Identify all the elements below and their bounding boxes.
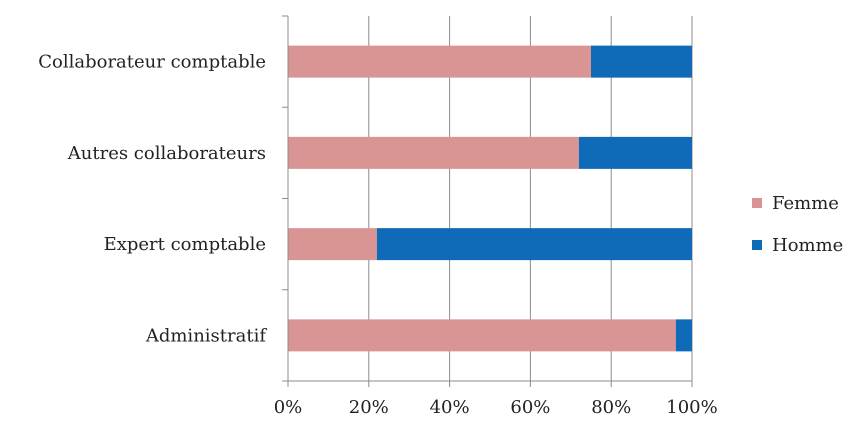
x-tick-label: 80% [591, 397, 631, 418]
bar-femme-0 [288, 45, 591, 78]
bar-femme-3 [288, 319, 676, 352]
legend-label-homme: Homme [772, 235, 843, 256]
bar-homme-1 [578, 136, 692, 169]
category-label: Expert comptable [104, 234, 266, 255]
x-tick-label: 40% [430, 397, 470, 418]
legend-swatch-femme [752, 198, 762, 208]
legend-label-femme: Femme [772, 193, 839, 214]
legend: Femme Homme [752, 193, 843, 256]
bar-femme-2 [288, 228, 377, 261]
x-tick-label: 0% [274, 397, 303, 418]
category-label: Autres collaborateurs [67, 143, 266, 164]
bar-homme-0 [591, 45, 692, 78]
bar-homme-3 [675, 319, 692, 352]
legend-swatch-homme [752, 240, 762, 250]
category-label: Administratif [145, 325, 267, 346]
bars [288, 45, 692, 352]
x-tick-label: 100% [666, 397, 717, 418]
x-tick-labels: 0% 20% 40% 60% 80% 100% [274, 397, 718, 418]
category-labels: Collaborateur comptable Autres collaborat… [38, 52, 267, 347]
bar-homme-2 [376, 228, 692, 261]
bar-femme-1 [288, 136, 579, 169]
category-label: Collaborateur comptable [38, 52, 266, 73]
x-tick-label: 20% [349, 397, 389, 418]
axes [282, 15, 693, 387]
x-tick-label: 60% [510, 397, 550, 418]
